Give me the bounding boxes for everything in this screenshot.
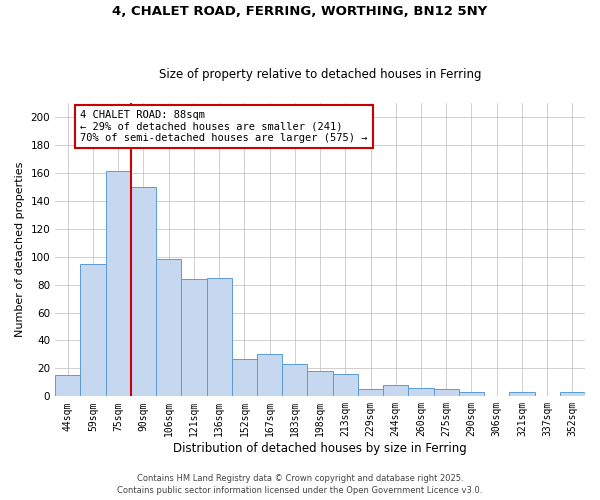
Bar <box>131 187 156 396</box>
Bar <box>55 376 80 396</box>
Bar <box>257 354 282 397</box>
Bar <box>307 371 332 396</box>
Bar <box>106 172 131 396</box>
Bar <box>459 392 484 396</box>
X-axis label: Distribution of detached houses by size in Ferring: Distribution of detached houses by size … <box>173 442 467 455</box>
Text: 4, CHALET ROAD, FERRING, WORTHING, BN12 5NY: 4, CHALET ROAD, FERRING, WORTHING, BN12 … <box>112 5 488 18</box>
Y-axis label: Number of detached properties: Number of detached properties <box>15 162 25 338</box>
Bar <box>409 388 434 396</box>
Bar <box>181 279 206 396</box>
Bar <box>206 278 232 396</box>
Bar <box>332 374 358 396</box>
Bar <box>509 392 535 396</box>
Text: Contains HM Land Registry data © Crown copyright and database right 2025.
Contai: Contains HM Land Registry data © Crown c… <box>118 474 482 495</box>
Bar <box>80 264 106 396</box>
Bar <box>156 260 181 396</box>
Title: Size of property relative to detached houses in Ferring: Size of property relative to detached ho… <box>159 68 481 81</box>
Bar <box>232 358 257 397</box>
Bar <box>358 390 383 396</box>
Bar <box>434 390 459 396</box>
Bar <box>383 385 409 396</box>
Bar <box>560 392 585 396</box>
Bar <box>282 364 307 396</box>
Text: 4 CHALET ROAD: 88sqm
← 29% of detached houses are smaller (241)
70% of semi-deta: 4 CHALET ROAD: 88sqm ← 29% of detached h… <box>80 110 368 143</box>
